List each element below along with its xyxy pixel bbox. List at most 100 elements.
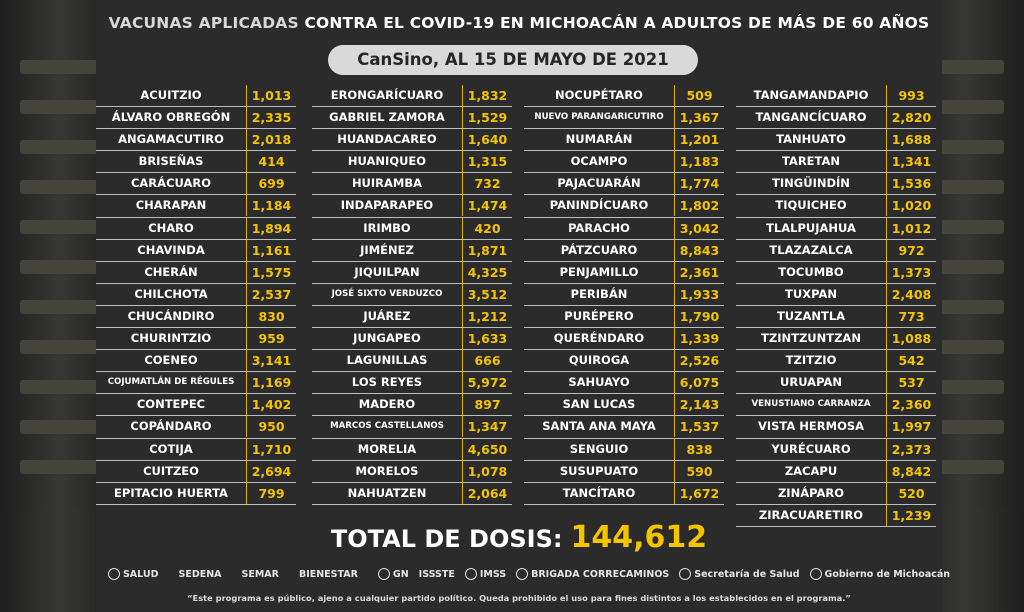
dose-count: 2,373 [886, 438, 936, 460]
table-row: PAJACUARÁN 1,774 [524, 173, 724, 196]
dose-count: 1,997 [886, 416, 936, 438]
municipality-name: QUERÉNDARO [553, 331, 645, 346]
dose-count: 1,774 [674, 173, 724, 195]
municipality-name: NUMARÁN [565, 132, 633, 147]
municipality-name: JIMÉNEZ [360, 242, 414, 257]
imss-eagle-icon [464, 568, 477, 580]
gn-logo: GN [377, 568, 409, 580]
table-row: TARETAN 1,341 [736, 151, 936, 174]
dose-count: 830 [246, 305, 296, 327]
municipality-name: PURÉPERO [564, 308, 634, 323]
table-row: ÁLVARO OBREGÓN 2,335 [96, 107, 296, 130]
total-doses: TOTAL DE DOSIS: 144,612 [96, 520, 942, 555]
municipality-name: CHURINTZIO [130, 331, 212, 346]
secretaria-salud-logo: Secretaría de Salud [679, 568, 800, 580]
municipality-name: JUNGAPEO [353, 331, 421, 346]
municipality-name: ZINÁPARO [777, 485, 845, 500]
table-row: PARACHO 3,042 [524, 217, 724, 240]
dose-count: 838 [674, 438, 724, 460]
table-row: SANTA ANA MAYA 1,537 [524, 416, 724, 439]
municipality-name: MADERO [358, 397, 416, 412]
municipality-name: TUZANTLA [776, 308, 846, 323]
table-row: HUANDACAREO 1,640 [312, 129, 512, 152]
municipality-name: VENUSTIANO CARRANZA [751, 399, 871, 410]
table-row: HUANIQUEO 1,315 [312, 151, 512, 174]
dose-count: 1,339 [674, 328, 724, 350]
semar-logo: SEMAR [241, 568, 279, 580]
table-row: CHURINTZIO 959 [96, 328, 296, 351]
dose-count: 3,042 [674, 217, 724, 239]
table-row: TLAZAZALCA 972 [736, 239, 936, 262]
municipality-name: JOSÉ SIXTO VERDUZCO [331, 288, 443, 299]
table-row: ANGAMACUTIRO 2,018 [96, 129, 296, 152]
municipality-name: CHARO [148, 220, 194, 235]
municipality-column-2: ERONGARÍCUARO 1,832 GABRIEL ZAMORA 1,529 HUA… [312, 85, 512, 505]
municipality-name: SAHUAYO [568, 375, 630, 390]
municipality-name: CONTEPEC [136, 397, 206, 412]
dose-count: 1,536 [886, 173, 936, 195]
page-title: VACUNAS APLICADAS CONTRA EL COVID-19 EN … [96, 14, 942, 32]
table-row: IRIMBO 420 [312, 217, 512, 240]
dose-count: 2,537 [246, 283, 296, 305]
municipality-name: INDAPARAPEO [340, 198, 434, 213]
dose-count: 1,020 [886, 195, 936, 217]
municipality-name: COENEO [144, 353, 198, 368]
municipality-name: TLAZAZALCA [769, 242, 853, 257]
table-row: OCAMPO 1,183 [524, 151, 724, 174]
dose-count: 4,650 [462, 438, 512, 460]
dose-count: 1,088 [886, 328, 936, 350]
dose-count: 699 [246, 173, 296, 195]
table-row: NUEVO PARANGARICUTIRO 1,367 [524, 107, 724, 130]
municipality-name: YURÉCUARO [771, 441, 851, 456]
municipality-name: COJUMATLÁN DE RÉGULES [107, 377, 235, 388]
dose-count: 1,710 [246, 438, 296, 460]
municipality-name: HUANIQUEO [347, 154, 427, 169]
table-row: PERIBÁN 1,933 [524, 283, 724, 306]
table-row: BRISEÑAS 414 [96, 151, 296, 174]
disclaimer: “Este programa es público, ajeno a cualq… [187, 593, 851, 603]
title-part-2: CONTRA EL COVID-19 EN MICHOACÁN A ADULTO… [304, 14, 930, 32]
municipality-name: CHILCHOTA [134, 286, 208, 301]
municipality-name: SENGUIO [569, 441, 629, 456]
issste-logo: ISSSTE [418, 568, 455, 580]
municipality-name: PENJAMILLO [559, 264, 639, 279]
table-row: MORELOS 1,078 [312, 460, 512, 483]
table-row: YURÉCUARO 2,373 [736, 438, 936, 461]
dose-count: 537 [886, 372, 936, 394]
table-row: MADERO 897 [312, 394, 512, 417]
table-row: CHILCHOTA 2,537 [96, 283, 296, 306]
table-row: TZITZIO 542 [736, 350, 936, 373]
table-row: NOCUPÉTARO 509 [524, 85, 724, 108]
municipality-name: TZINTZUNTZAN [761, 331, 861, 346]
dose-count: 2,361 [674, 261, 724, 283]
table-row: COPÁNDARO 950 [96, 416, 296, 439]
table-row: NAHUATZEN 2,064 [312, 482, 512, 505]
dose-count: 897 [462, 394, 512, 416]
table-row: SUSUPUATO 590 [524, 460, 724, 483]
dose-count: 1,201 [674, 129, 724, 151]
municipality-name: HUANDACAREO [337, 132, 437, 147]
municipality-name: URUAPAN [780, 375, 842, 390]
dose-count: 1,347 [462, 416, 512, 438]
municipality-name: PERIBÁN [570, 286, 628, 301]
table-row: PÁTZCUARO 8,843 [524, 239, 724, 262]
table-row: NUMARÁN 1,201 [524, 129, 724, 152]
table-row: SAHUAYO 6,075 [524, 372, 724, 395]
municipality-name: PAJACUARÁN [557, 176, 641, 191]
municipality-name: TARETAN [781, 154, 841, 169]
dose-count: 5,972 [462, 372, 512, 394]
municipality-name: CHARAPAN [135, 198, 207, 213]
municipality-name: TANGANCÍCUARO [755, 110, 867, 125]
municipality-name: NUEVO PARANGARICUTIRO [534, 112, 664, 123]
dose-count: 1,575 [246, 261, 296, 283]
table-row: MARCOS CASTELLANOS 1,347 [312, 416, 512, 439]
table-row: LOS REYES 5,972 [312, 372, 512, 395]
table-row: PENJAMILLO 2,361 [524, 261, 724, 284]
table-row: EPITACIO HUERTA 799 [96, 482, 296, 505]
dose-count: 1,790 [674, 305, 724, 327]
municipality-name: ZACAPU [784, 463, 838, 478]
table-row: LAGUNILLAS 666 [312, 350, 512, 373]
state-seal-icon [679, 568, 692, 580]
dose-count: 1,013 [246, 85, 296, 106]
municipality-name: TIQUICHEO [775, 198, 847, 213]
